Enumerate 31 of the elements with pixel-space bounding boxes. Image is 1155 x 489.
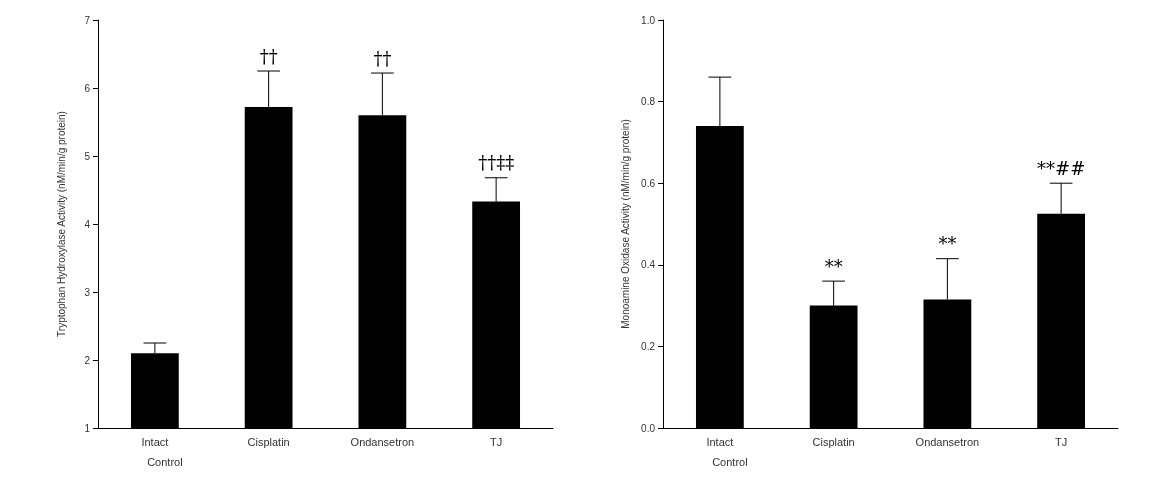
x-tick-label: Cisplatin [812, 435, 855, 448]
annotation: ** [824, 255, 843, 277]
x-tick-label: TJ [1055, 435, 1068, 448]
x-tick-label: Ondansetron [915, 435, 980, 448]
y-tick-label: 0.2 [641, 340, 656, 352]
x-tick-label: Cisplatin [247, 435, 290, 448]
y-tick-label: 6 [84, 82, 91, 94]
y-tick-label: 0.6 [641, 177, 656, 189]
y-tick-label: 7 [84, 14, 91, 26]
y-tick-label: 5 [84, 150, 91, 162]
x-tick-label: TJ [490, 435, 503, 448]
y-axis-title: Tryptophan Hydroxylase Activity (nM/min/g protein) [55, 111, 67, 337]
x-axis-title: Control [147, 455, 183, 468]
x-tick-label: Intact [141, 435, 169, 448]
annotation: †† [373, 47, 392, 69]
y-tick-label: 1.0 [641, 14, 656, 26]
annotation: ** [938, 233, 957, 255]
x-tick-label: Ondansetron [350, 435, 415, 448]
annotation: †† [259, 45, 278, 67]
y-tick-label: 2 [84, 354, 91, 366]
y-tick-label: 0.4 [641, 259, 656, 271]
x-axis-title: Control [712, 455, 748, 468]
y-tick-label: 0.8 [641, 96, 656, 108]
y-axis-title: Monoamine Oxidase Activity (nM/min/g protein) [619, 119, 631, 329]
x-tick-label: Intact [706, 435, 734, 448]
y-tick-label: 1 [84, 422, 91, 434]
y-tick-label: 3 [84, 286, 91, 298]
annotation: ††‡‡ [478, 152, 515, 174]
y-tick-label: 0.0 [641, 422, 656, 434]
y-tick-label: 4 [84, 218, 91, 230]
annotation: **## [1037, 157, 1086, 179]
